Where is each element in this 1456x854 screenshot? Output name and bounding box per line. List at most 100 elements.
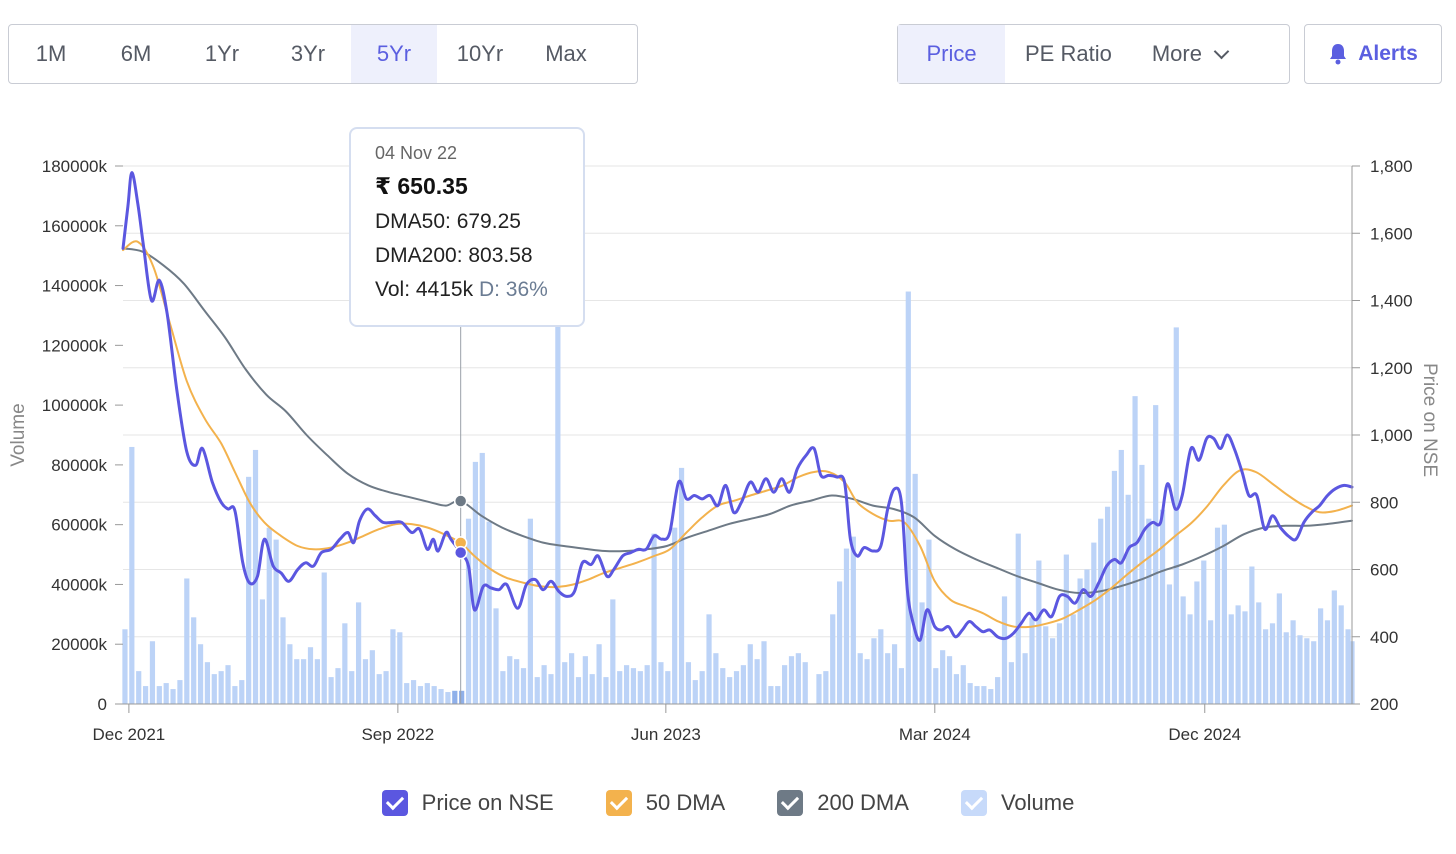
left-axis-tick-label: 80000k [51, 456, 107, 475]
volume-bar [1221, 524, 1227, 704]
volume-bar [589, 674, 595, 704]
volume-bar [857, 653, 863, 704]
volume-bar [1317, 608, 1324, 704]
volume-bar [225, 665, 231, 704]
volume-bar [603, 677, 609, 704]
price-chart[interactable]: 200 400 600 800 1,000 1,200 1,400 1,600 1,800 0 20… [0, 0, 1456, 780]
volume-bar [1001, 596, 1008, 704]
pe-ratio-tab[interactable]: PE Ratio [1025, 41, 1112, 66]
volume-bar [184, 578, 190, 704]
volume-bar [1056, 623, 1063, 704]
volume-bar [761, 641, 767, 704]
volume-bar [445, 692, 451, 704]
volume-bar [575, 677, 582, 704]
volume-bar [775, 686, 781, 704]
volume-bar [404, 683, 410, 704]
right-axis-tick-label: 1,800 [1370, 157, 1413, 176]
legend-price[interactable]: Price on NSE [381, 790, 554, 816]
volume-bar [239, 680, 245, 704]
right-axis-tick-label: 1,000 [1370, 426, 1413, 445]
volume-bar [335, 668, 341, 704]
right-axis-tick-label: 600 [1370, 561, 1398, 580]
volume-bar [541, 665, 547, 704]
volume-bar [1036, 560, 1042, 704]
legend-50dma[interactable]: 50 DMA [605, 790, 726, 816]
range-1yr-button[interactable]: 1Yr [204, 41, 240, 66]
volume-bar [259, 599, 265, 704]
legend-200dma[interactable]: 200 DMA [777, 790, 909, 816]
volume-bar [177, 680, 183, 704]
range-1m-button[interactable]: 1M [35, 41, 67, 66]
volume-bar [204, 662, 211, 704]
volume-bar [1139, 464, 1145, 704]
volume-bar [630, 668, 637, 704]
legend-volume[interactable]: Volume [960, 790, 1074, 816]
volume-bar [383, 671, 389, 704]
range-6m-button[interactable]: 6M [120, 41, 152, 66]
range-3yr-button[interactable]: 3Yr [290, 41, 326, 66]
checkbox-200dma[interactable] [777, 790, 804, 816]
volume-bar [995, 677, 1001, 704]
volume-bar [1345, 629, 1351, 704]
x-axis-tick-label: Jun 2023 [631, 725, 701, 744]
x-axis-tick-label: Dec 2021 [92, 725, 165, 744]
left-axis-tick-label: 40000k [51, 575, 107, 594]
dma200-marker [453, 494, 468, 508]
grid-lines [123, 165, 1352, 638]
volume-bar [830, 614, 836, 704]
volume-bar [871, 638, 877, 704]
volume-bar [170, 689, 176, 704]
range-5yr-button[interactable]: 5Yr [351, 25, 437, 83]
volume-bar [1104, 506, 1111, 704]
volume-bar [1290, 620, 1296, 704]
checkbox-volume[interactable] [960, 790, 987, 816]
volume-bar [273, 539, 279, 704]
legend-price-label: Price on NSE [421, 790, 554, 815]
time-range-selector: 1M 6M 1Yr 3Yr 5Yr 10Yr Max [8, 24, 638, 84]
volume-bar [1091, 542, 1097, 704]
volume-bar [569, 653, 575, 704]
range-max-button[interactable]: Max [545, 41, 587, 66]
volume-bar [836, 581, 843, 704]
hover-markers [453, 327, 468, 704]
price-marker [453, 545, 468, 560]
tooltip-dma200: DMA200: 803.58 [375, 244, 533, 267]
volume-bar [960, 665, 966, 704]
volume-bar [1242, 611, 1248, 704]
volume-bar [266, 527, 272, 704]
volume-bar [933, 668, 939, 704]
volume-bar [658, 662, 664, 704]
alerts-button[interactable]: Alerts [1304, 24, 1442, 84]
volume-bar [1331, 590, 1337, 704]
more-dropdown[interactable]: More [1132, 25, 1247, 83]
legend-50dma-label: 50 DMA [645, 790, 726, 815]
volume-bar [727, 677, 733, 704]
more-label: More [1151, 41, 1202, 66]
right-axis-tick-label: 1,400 [1370, 292, 1413, 311]
volume-bar [946, 656, 953, 704]
checkbox-50dma[interactable] [605, 790, 632, 816]
volume-bar [362, 659, 369, 704]
alerts-label: Alerts [1358, 42, 1418, 65]
volume-bar [637, 671, 643, 704]
range-10yr-button[interactable]: 10Yr [456, 41, 504, 66]
checkbox-price[interactable] [381, 790, 408, 816]
volume-bar [211, 674, 217, 704]
tooltip-dma50: DMA50: 679.25 [375, 210, 521, 233]
volume-bar [197, 644, 204, 704]
volume-bar [369, 650, 375, 704]
volume-bar [610, 599, 616, 704]
legend-200dma-label: 200 DMA [817, 790, 909, 815]
volume-bar [816, 674, 822, 704]
volume-bar [548, 674, 554, 704]
volume-bar [1338, 605, 1344, 704]
volume-bar [1008, 662, 1014, 704]
volume-bar [1050, 638, 1056, 704]
price-tab[interactable]: Price [898, 25, 1005, 83]
volume-bar [843, 548, 850, 704]
volume-bar [926, 539, 932, 704]
right-axis-tick-label: 800 [1370, 493, 1398, 512]
volume-bar [493, 608, 499, 704]
left-axis-tick-label: 0 [98, 695, 107, 714]
tooltip-volume-value: Vol: 4415k [375, 278, 474, 301]
